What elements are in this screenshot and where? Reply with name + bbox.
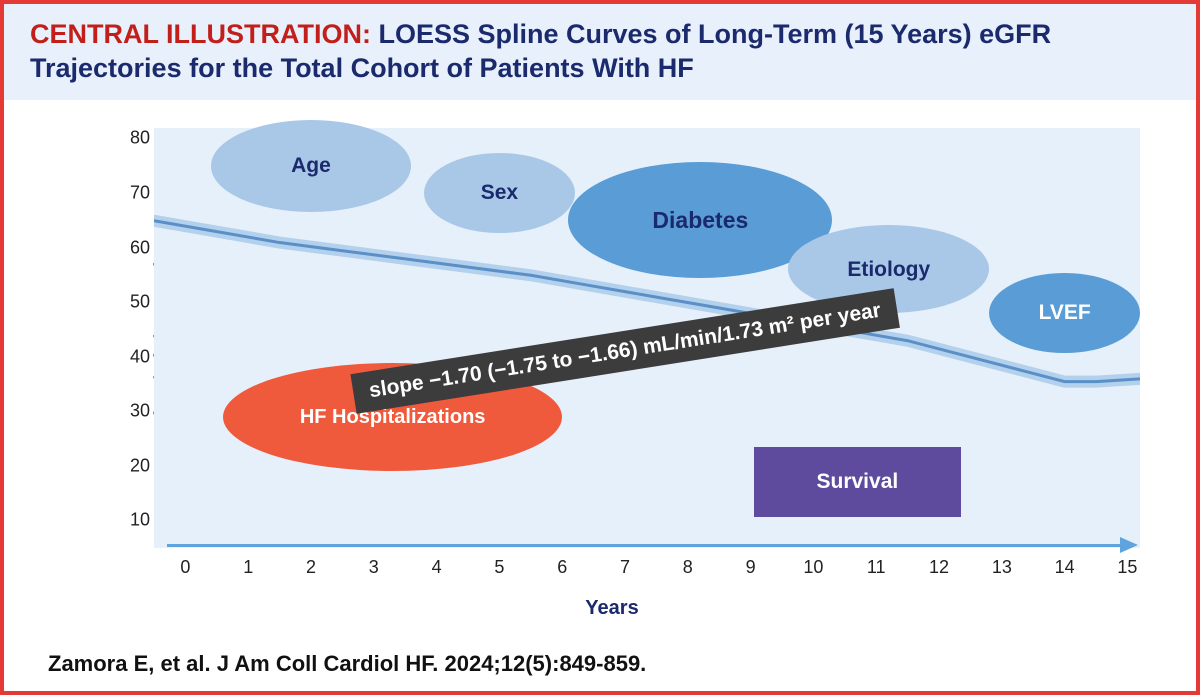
x-tick: 10	[803, 557, 823, 578]
bubble-lvef: LVEF	[989, 273, 1140, 353]
time-arrow-head	[1120, 537, 1138, 553]
bubble-age: Age	[211, 120, 412, 212]
x-tick: 13	[992, 557, 1012, 578]
y-tick: 40	[124, 346, 150, 367]
x-tick: 15	[1117, 557, 1137, 578]
y-tick: 60	[124, 237, 150, 258]
y-tick: 30	[124, 401, 150, 422]
bubble-sex: Sex	[424, 153, 575, 233]
x-tick: 9	[746, 557, 756, 578]
x-tick: 11	[867, 557, 886, 578]
y-tick: 80	[124, 128, 150, 149]
title-bar: CENTRAL ILLUSTRATION: LOESS Spline Curve…	[4, 4, 1196, 100]
x-tick: 5	[494, 557, 504, 578]
x-tick: 8	[683, 557, 693, 578]
plot-area: AgeSexDiabetesEtiologyLVEFHF Hospitaliza…	[154, 128, 1140, 548]
x-tick: 4	[432, 557, 442, 578]
illustration-frame: CENTRAL ILLUSTRATION: LOESS Spline Curve…	[0, 0, 1200, 695]
chart: eGFR (mL/min/1.73 m²) Years AgeSexDiabet…	[64, 118, 1160, 618]
y-tick: 10	[124, 510, 150, 531]
x-tick: 7	[620, 557, 630, 578]
box-survival: Survival	[754, 447, 961, 517]
y-tick: 70	[124, 182, 150, 203]
x-axis-label: Years	[585, 597, 638, 620]
y-tick: 20	[124, 455, 150, 476]
title-label-red: CENTRAL ILLUSTRATION:	[30, 19, 371, 49]
x-tick: 6	[557, 557, 567, 578]
x-tick: 1	[243, 557, 253, 578]
citation: Zamora E, et al. J Am Coll Cardiol HF. 2…	[48, 651, 646, 677]
x-tick: 14	[1055, 557, 1075, 578]
x-tick: 0	[180, 557, 190, 578]
x-tick: 2	[306, 557, 316, 578]
time-arrow	[167, 544, 1120, 547]
x-tick: 12	[929, 557, 949, 578]
x-tick: 3	[369, 557, 379, 578]
y-tick: 50	[124, 292, 150, 313]
